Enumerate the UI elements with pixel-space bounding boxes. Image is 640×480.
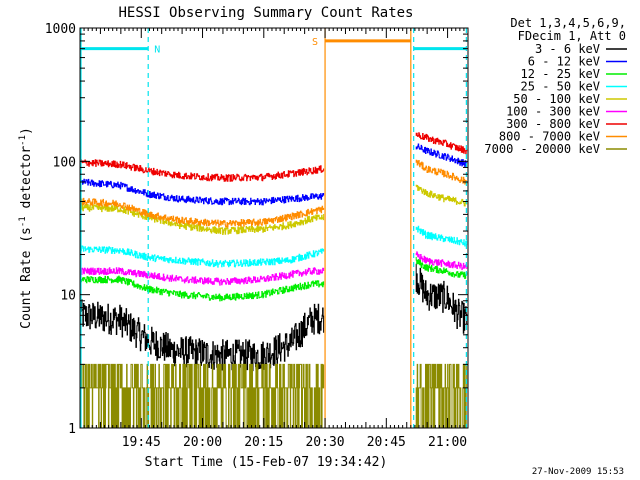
x-axis: 19:45 20:00 20:15 20:30 20:45 21:00 bbox=[83, 28, 469, 450]
series-6-12keV bbox=[80, 143, 468, 206]
legend-label: 7000 - 20000 keV bbox=[484, 142, 600, 156]
y-axis-label: Count Rate (s-1 detector-1) bbox=[18, 127, 34, 329]
x-tick-label: 20:30 bbox=[305, 435, 344, 450]
series-line-3-6keV-seg0 bbox=[80, 299, 325, 372]
interval-label-night: N bbox=[154, 45, 160, 56]
legend-label: 6 - 12 keV bbox=[528, 55, 600, 69]
x-axis-label: Start Time (15-Feb-07 19:34:42) bbox=[145, 455, 388, 470]
legend-label: 100 - 300 keV bbox=[506, 105, 600, 119]
chart-title: HESSI Observing Summary Count Rates bbox=[118, 5, 413, 21]
legend-label: 800 - 7000 keV bbox=[499, 130, 600, 144]
series-line-800-7000keV-seg1 bbox=[415, 159, 468, 185]
series-line-100-300keV-seg0 bbox=[80, 267, 325, 286]
series-line-12-25keV-seg1 bbox=[415, 256, 468, 279]
legend-label: 50 - 100 keV bbox=[513, 92, 600, 106]
legend-label: 12 - 25 keV bbox=[521, 67, 600, 81]
x-tick-label: 19:45 bbox=[122, 435, 161, 450]
series-line-300-800keV-seg0 bbox=[80, 159, 325, 182]
series-line-6-12keV-seg1 bbox=[415, 143, 468, 168]
x-tick-label: 20:00 bbox=[183, 435, 222, 450]
legend-label: 300 - 800 keV bbox=[506, 117, 600, 131]
series-12-25keV bbox=[80, 256, 468, 302]
series-800-7000keV bbox=[80, 159, 468, 228]
y-tick-label: 1000 bbox=[45, 22, 76, 37]
series-300-800keV bbox=[80, 132, 468, 182]
series-line-100-300keV-seg1 bbox=[415, 251, 468, 271]
series-50-100keV bbox=[80, 184, 468, 235]
legend-header-line-1: Det 1,3,4,5,6,9, bbox=[510, 16, 626, 30]
timestamp: 27-Nov-2009 15:53 bbox=[532, 467, 624, 477]
legend-label: 3 - 6 keV bbox=[535, 42, 600, 56]
series-line-25-50keV-seg0 bbox=[80, 245, 325, 268]
series-line-6-12keV-seg0 bbox=[80, 178, 325, 206]
y-tick-label: 100 bbox=[53, 155, 76, 170]
y-tick-label: 1 bbox=[68, 422, 76, 437]
x-tick-label: 20:15 bbox=[244, 435, 283, 450]
plot-area: NS bbox=[80, 28, 468, 429]
series-100-300keV bbox=[80, 251, 468, 286]
interval-label-saa: S bbox=[312, 37, 318, 48]
plot-frame bbox=[79, 27, 469, 429]
x-tick-label: 20:45 bbox=[367, 435, 406, 450]
series-line-3-6keV-seg1 bbox=[415, 263, 468, 334]
series-line-300-800keV-seg1 bbox=[415, 132, 468, 155]
legend-header-line-2: FDecim 1, Att 0 bbox=[518, 29, 626, 43]
legend: Det 1,3,4,5,6,9, FDecim 1, Att 0 3 - 6 k… bbox=[484, 16, 627, 156]
series-line-25-50keV-seg1 bbox=[415, 225, 468, 247]
series-line-12-25keV-seg0 bbox=[80, 275, 325, 302]
series-3-6keV bbox=[80, 263, 468, 372]
series-line-50-100keV-seg0 bbox=[80, 203, 325, 235]
series-25-50keV bbox=[80, 225, 468, 268]
series-line-50-100keV-seg1 bbox=[415, 184, 468, 207]
series-line-800-7000keV-seg0 bbox=[80, 197, 325, 228]
legend-label: 25 - 50 keV bbox=[521, 80, 600, 94]
y-tick-label: 10 bbox=[60, 289, 76, 304]
y-axis: 1 10 100 1000 bbox=[45, 22, 468, 437]
x-tick-label: 21:00 bbox=[428, 435, 467, 450]
